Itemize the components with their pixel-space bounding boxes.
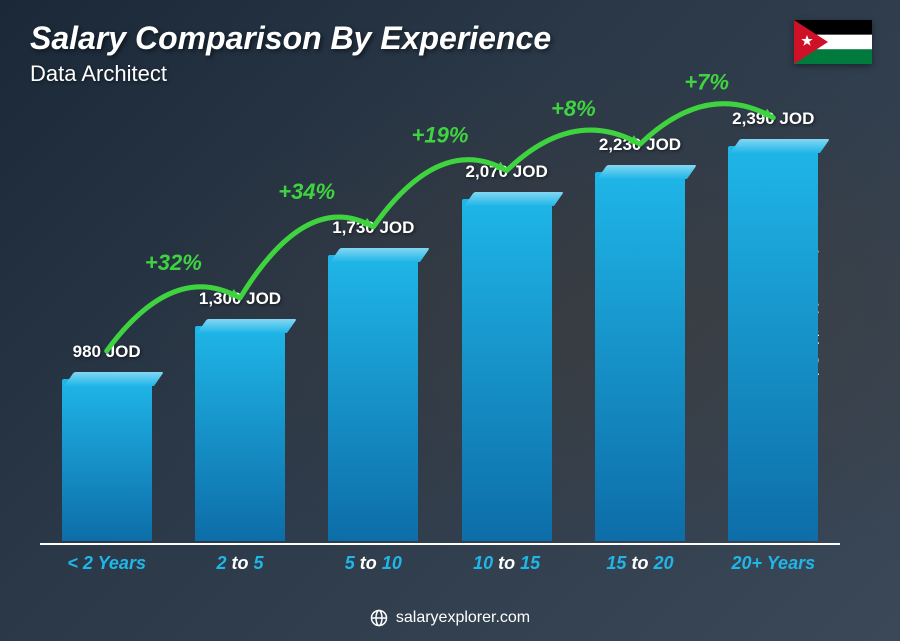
bar-group: 2,070 JOD — [442, 162, 572, 541]
bar-value-label: 2,070 JOD — [466, 162, 548, 182]
page-subtitle: Data Architect — [30, 61, 870, 87]
x-category: 10 to 15 — [442, 545, 572, 581]
bar — [62, 372, 152, 541]
bar-group: 1,300 JOD — [175, 289, 305, 541]
x-category: 15 to 20 — [575, 545, 705, 581]
footer: salaryexplorer.com — [0, 609, 900, 627]
bar — [595, 165, 685, 541]
bar — [328, 248, 418, 541]
x-axis: < 2 Years2 to 55 to 1010 to 1515 to 2020… — [40, 543, 840, 581]
x-category: 5 to 10 — [308, 545, 438, 581]
globe-icon — [370, 609, 388, 627]
bar — [195, 319, 285, 541]
bar-value-label: 1,730 JOD — [332, 218, 414, 238]
x-category: < 2 Years — [42, 545, 172, 581]
bar — [462, 192, 552, 541]
bar-chart: 980 JOD 1,300 JOD 1,730 JOD 2,070 JOD 2,230 … — [40, 100, 840, 581]
bar-group: 2,390 JOD — [708, 109, 838, 541]
bar — [728, 139, 818, 541]
x-category: 20+ Years — [708, 545, 838, 581]
header: Salary Comparison By Experience Data Arc… — [30, 20, 870, 87]
bar-group: 1,730 JOD — [308, 218, 438, 541]
bar-value-label: 1,300 JOD — [199, 289, 281, 309]
x-category: 2 to 5 — [175, 545, 305, 581]
page-title: Salary Comparison By Experience — [30, 20, 870, 57]
bar-value-label: 980 JOD — [73, 342, 141, 362]
bar-value-label: 2,230 JOD — [599, 135, 681, 155]
flag-jordan-icon — [794, 20, 872, 64]
bar-value-label: 2,390 JOD — [732, 109, 814, 129]
bar-group: 980 JOD — [42, 342, 172, 541]
bar-group: 2,230 JOD — [575, 135, 705, 541]
footer-text: salaryexplorer.com — [396, 609, 530, 627]
